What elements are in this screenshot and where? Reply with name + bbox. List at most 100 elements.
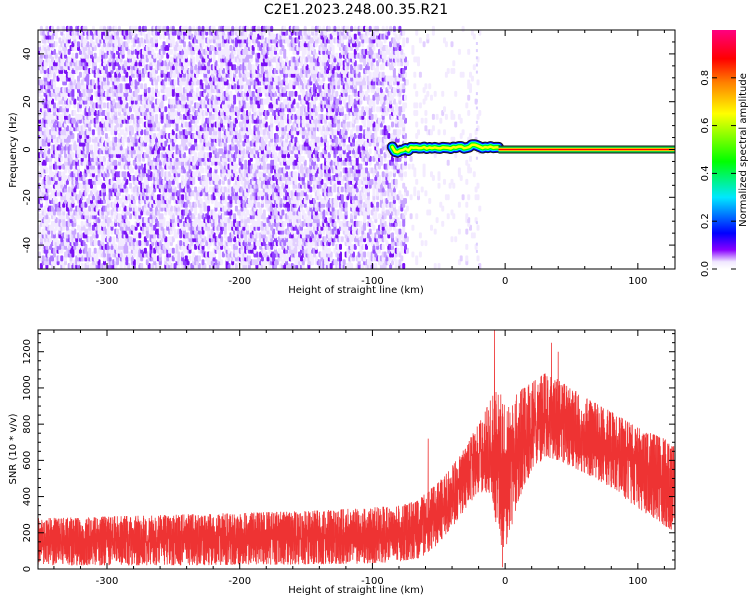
spectrogram-cell <box>78 182 82 189</box>
spectrogram-cell <box>402 113 406 120</box>
spectrogram-cell <box>368 148 372 155</box>
spectrogram-cell <box>418 232 422 239</box>
spectrogram-cell <box>294 136 298 143</box>
spectrogram-cell <box>340 236 344 243</box>
spectrogram-cell <box>476 194 480 201</box>
spectrogram-cell <box>446 194 450 201</box>
spectrogram-cell <box>359 163 363 170</box>
spectrogram-cell <box>281 209 285 216</box>
spectrogram-cell <box>404 171 407 178</box>
spectrogram-cell <box>435 217 439 224</box>
spectrogram-cell <box>407 163 411 170</box>
spectrogram-cell <box>368 228 372 235</box>
spectrogram-cell <box>129 236 132 243</box>
spectrogram-cell <box>409 194 413 201</box>
spectrogram-cell <box>197 255 201 262</box>
spectrogram-cell <box>117 213 121 220</box>
spectrogram-cell <box>476 224 480 231</box>
spectrogram-cell <box>91 129 95 136</box>
spectrogram-cell <box>457 228 461 235</box>
spectrogram-cell <box>140 117 144 124</box>
spectrogram-cell <box>181 175 185 181</box>
spectrogram-cell <box>467 194 471 201</box>
spectrogram-cell <box>415 178 419 185</box>
spectrogram-cell <box>413 186 417 193</box>
spectrogram-cell <box>431 125 435 132</box>
figure-title: C2E1.2023.248.00.35.R21 <box>264 2 448 18</box>
spectrogram-cell <box>344 167 348 174</box>
spectrogram-cell <box>469 155 472 162</box>
spectrogram-cell <box>184 255 188 262</box>
spectrogram-cell <box>153 133 157 139</box>
spectrogram-cell <box>378 117 381 124</box>
spectrogram-cell <box>179 240 183 247</box>
spectrogram-cell <box>465 201 469 208</box>
spectrogram-cell <box>398 190 402 197</box>
spectrogram-cell <box>446 213 450 220</box>
spectrogram-cell <box>340 186 344 193</box>
spectrogram-cell <box>465 159 469 166</box>
spectrogram-cell <box>437 171 441 178</box>
spectrogram-cell <box>396 247 400 254</box>
spectrogram-cell <box>80 263 84 269</box>
spectrogram-cell <box>114 136 118 143</box>
spectrogram-cell <box>381 243 385 250</box>
spectrogram-cell <box>207 205 211 212</box>
spectrogram-cell <box>73 110 77 116</box>
spectrogram-cell <box>422 163 426 170</box>
spectrogram-cell <box>420 186 424 193</box>
spectrogram-cell <box>430 171 433 178</box>
spectrogram-cell <box>402 182 406 189</box>
spectrogram-cell <box>67 186 71 193</box>
spectrogram-cell <box>424 240 428 247</box>
spectrogram-cell <box>439 117 443 124</box>
spectrogram-cell <box>465 178 469 185</box>
spectrogram-cell <box>101 136 105 143</box>
spectrogram-cell <box>80 220 84 227</box>
spectrogram-cell <box>160 213 164 220</box>
spectrogram-cell <box>192 251 196 258</box>
spectrogram-cell <box>77 224 80 231</box>
spectrogram-cell <box>309 194 313 201</box>
spectrogram-cell <box>415 255 419 262</box>
spectrogram-cell <box>220 148 224 155</box>
spectrogram-cell <box>233 213 237 220</box>
spectrogram-cell <box>465 243 469 250</box>
spectrogram-cell <box>112 236 116 243</box>
spectrogram-cell <box>294 171 298 178</box>
spectrogram-cell <box>359 125 363 132</box>
spectrogram-cell <box>188 255 192 262</box>
spectrogram-cell <box>446 159 450 166</box>
spectrogram-cell <box>444 113 448 120</box>
spectrogram-cell <box>394 178 398 185</box>
spectrogram-cell <box>469 133 472 139</box>
spectrogram-cell <box>38 251 41 258</box>
spectrogram-cell <box>320 113 324 120</box>
spectrogram-cell <box>370 167 374 174</box>
spectrogram-cell <box>184 121 188 128</box>
spectrogram-cell <box>130 224 134 231</box>
spectrogram-cell <box>316 136 320 143</box>
spectrogram-cell <box>143 217 147 224</box>
spectrogram-cell <box>171 247 175 254</box>
spectrogram-cell <box>58 171 62 178</box>
spectrogram-cell <box>437 263 441 269</box>
spectrogram-cell <box>450 236 454 243</box>
spectrogram-cell <box>339 243 342 250</box>
spectrogram-cell <box>411 163 415 170</box>
spectrogram-cell <box>435 113 439 120</box>
spectrogram-cell <box>359 133 363 139</box>
spectrogram-cell <box>194 186 198 193</box>
spectrogram-cell <box>465 228 469 235</box>
spectrogram-cell <box>175 144 179 151</box>
spectrogram-cell <box>411 224 415 231</box>
spectrogram-cell <box>387 125 391 132</box>
spectrogram-cell <box>78 113 82 120</box>
spectrogram-cell <box>342 259 346 266</box>
spectrogram-cell <box>244 159 248 166</box>
spectrogram-cell <box>201 259 205 266</box>
spectrogram-cell <box>431 113 435 120</box>
spectrogram-cell <box>140 136 144 143</box>
